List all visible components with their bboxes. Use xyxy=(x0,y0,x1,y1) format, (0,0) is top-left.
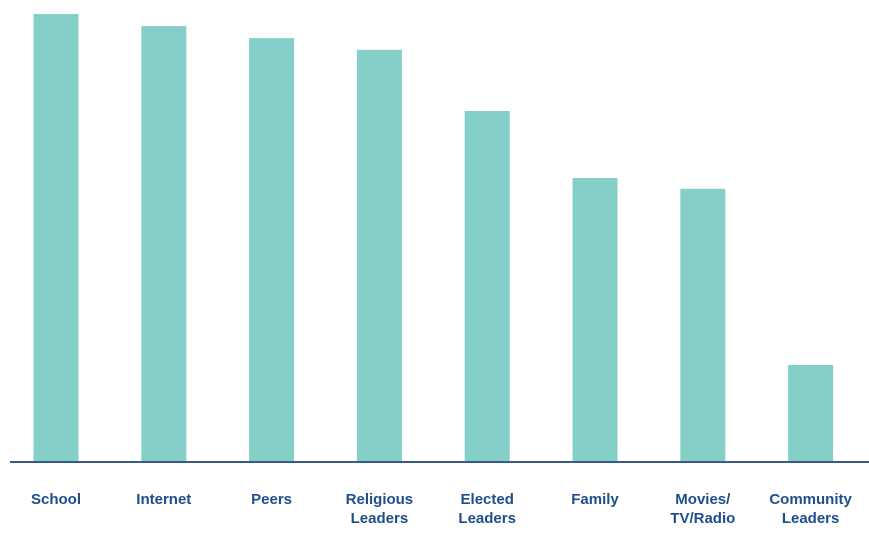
bar-internet xyxy=(141,26,187,461)
x-tick-label-line: Leaders xyxy=(351,510,409,527)
x-tick-label-line: Leaders xyxy=(458,510,516,527)
x-tick-label: Internet xyxy=(136,491,191,508)
bar-school xyxy=(33,14,79,461)
x-tick-label-line: TV/Radio xyxy=(670,510,735,527)
bar-family xyxy=(572,178,618,461)
bars-group xyxy=(33,14,834,462)
x-tick-label: Family xyxy=(571,491,619,508)
bar-community-leaders xyxy=(788,364,834,461)
x-tick-label: Elected Leaders xyxy=(458,491,516,527)
x-tick-label: Religious Leaders xyxy=(346,491,414,527)
x-tick-label-line: Movies/ xyxy=(675,491,731,508)
x-tick-label-line: Internet xyxy=(136,491,191,508)
x-tick-label-line: Religious xyxy=(346,491,414,508)
x-tick-label-line: Family xyxy=(571,491,619,508)
x-tick-label-line: Peers xyxy=(251,491,292,508)
x-tick-label-line: Leaders xyxy=(782,510,840,527)
category-labels-group: School Internet Peers Religious LeadersElect… xyxy=(31,491,853,527)
x-tick-label: School xyxy=(31,491,81,508)
x-tick-label-line: Elected xyxy=(461,491,514,508)
x-tick-label: Peers xyxy=(251,491,292,508)
bar-elected-leaders xyxy=(464,111,510,461)
x-tick-label: Movies/TV/Radio xyxy=(670,491,735,527)
x-tick-label-line: Community xyxy=(769,491,852,508)
bar-religious-leaders xyxy=(356,49,402,462)
bar-movies-tvradio xyxy=(680,188,726,462)
bar-peers xyxy=(249,38,295,461)
x-tick-label: Community Leaders xyxy=(769,491,852,527)
x-tick-label-line: School xyxy=(31,491,81,508)
